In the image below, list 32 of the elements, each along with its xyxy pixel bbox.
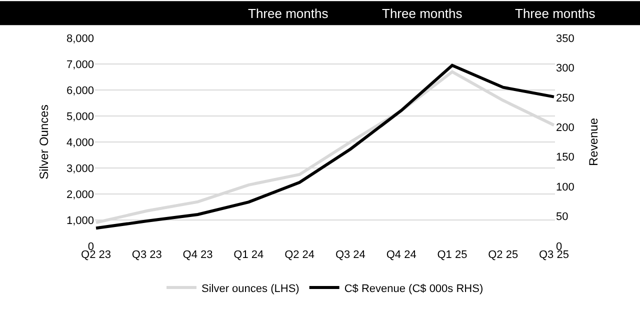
y-tick-label: 5,000 <box>66 110 94 123</box>
x-tick-label: Q3 25 <box>538 249 569 261</box>
y2-tick-label: 50 <box>556 211 568 224</box>
x-tick-label: Q3 24 <box>335 249 366 261</box>
text: Three months <box>515 6 596 21</box>
y-tick-label: 4,000 <box>66 136 94 149</box>
y2-tick-label: 250 <box>556 92 574 104</box>
y2-tick-label: 100 <box>556 181 574 194</box>
y-tick-label: 2,000 <box>66 188 94 201</box>
legend-label: Silver ounces (LHS) <box>202 282 300 295</box>
y-tick-label: 8,000 <box>66 32 94 45</box>
legend-label: C$ Revenue (C$ 000s RHS) <box>344 282 484 295</box>
x-tick-label: Q2 23 <box>81 249 112 261</box>
y2-axis-title: Revenue <box>586 118 600 166</box>
y-tick-label: 3,000 <box>66 162 94 175</box>
y-axis-title: Silver Ounces <box>36 104 51 180</box>
x-tick-label: Q4 24 <box>386 249 416 261</box>
x-tick-label: Q2 25 <box>488 249 518 261</box>
x-tick-label: Q1 25 <box>437 249 468 261</box>
x-tick-label: Q4 23 <box>182 249 213 261</box>
y-tick-label: 1,000 <box>66 214 94 227</box>
y-tick-label: 6,000 <box>66 84 94 97</box>
x-tick-label: Q3 23 <box>132 249 162 261</box>
y2-tick-label: 200 <box>556 122 574 134</box>
y2-tick-label: 350 <box>556 32 574 45</box>
x-tick-label: Q2 24 <box>284 249 315 261</box>
y2-tick-label: 300 <box>556 62 574 75</box>
y-tick-label: 7,000 <box>66 58 94 71</box>
text: Three months <box>248 6 329 21</box>
text: Three months <box>382 6 463 21</box>
x-tick-label: Q1 24 <box>234 249 264 261</box>
y2-tick-label: 150 <box>556 152 574 164</box>
